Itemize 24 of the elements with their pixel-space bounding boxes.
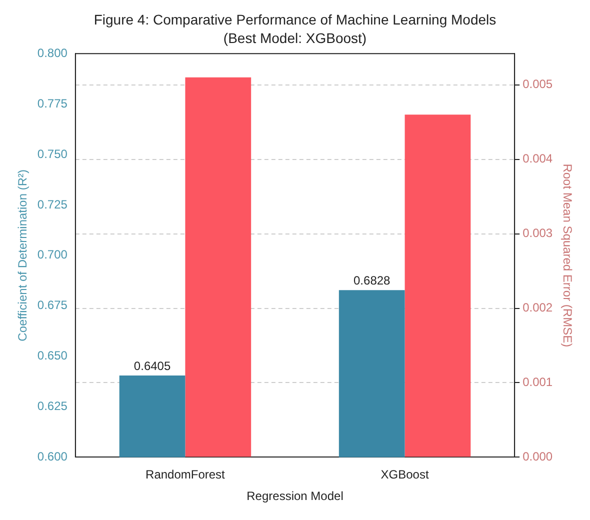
y-tick-label: 0.750 bbox=[37, 146, 68, 161]
y-axis-title: Coefficient of Determination (R²) bbox=[16, 169, 30, 342]
chart-subtitle: (Best Model: XGBoost) bbox=[223, 30, 367, 46]
y-tick-label: 0.775 bbox=[37, 96, 68, 110]
y-tick-label: 0.625 bbox=[37, 399, 68, 414]
data-label: 0.6405 bbox=[134, 358, 171, 373]
y2-axis-title: Root Mean Squared Error (RMSE) bbox=[560, 164, 574, 348]
y2-tick-label: 0.003 bbox=[522, 226, 553, 240]
x-tick-label: XGBoost bbox=[380, 468, 430, 482]
y2-tick-label: 0.000 bbox=[522, 450, 553, 464]
y2-tick-label: 0.005 bbox=[522, 77, 553, 92]
y2-tick-label: 0.002 bbox=[522, 300, 553, 315]
y-tick-label: 0.800 bbox=[37, 46, 68, 60]
y-tick-label: 0.675 bbox=[37, 298, 68, 312]
y-tick-label: 0.725 bbox=[37, 197, 68, 212]
y-tick-label: 0.650 bbox=[37, 348, 68, 363]
data-label: 0.6828 bbox=[354, 273, 391, 288]
x-axis-title: Regression Model bbox=[246, 489, 344, 504]
y2-tick-label: 0.004 bbox=[522, 152, 553, 166]
y-tick-label: 0.600 bbox=[37, 450, 68, 464]
chart-title: Figure 4: Comparative Performance of Machine Learning Models bbox=[94, 11, 496, 28]
x-tick-label: RandomForest bbox=[146, 468, 226, 482]
y2-tick-label: 0.001 bbox=[522, 375, 553, 390]
y-tick-label: 0.700 bbox=[37, 248, 68, 262]
